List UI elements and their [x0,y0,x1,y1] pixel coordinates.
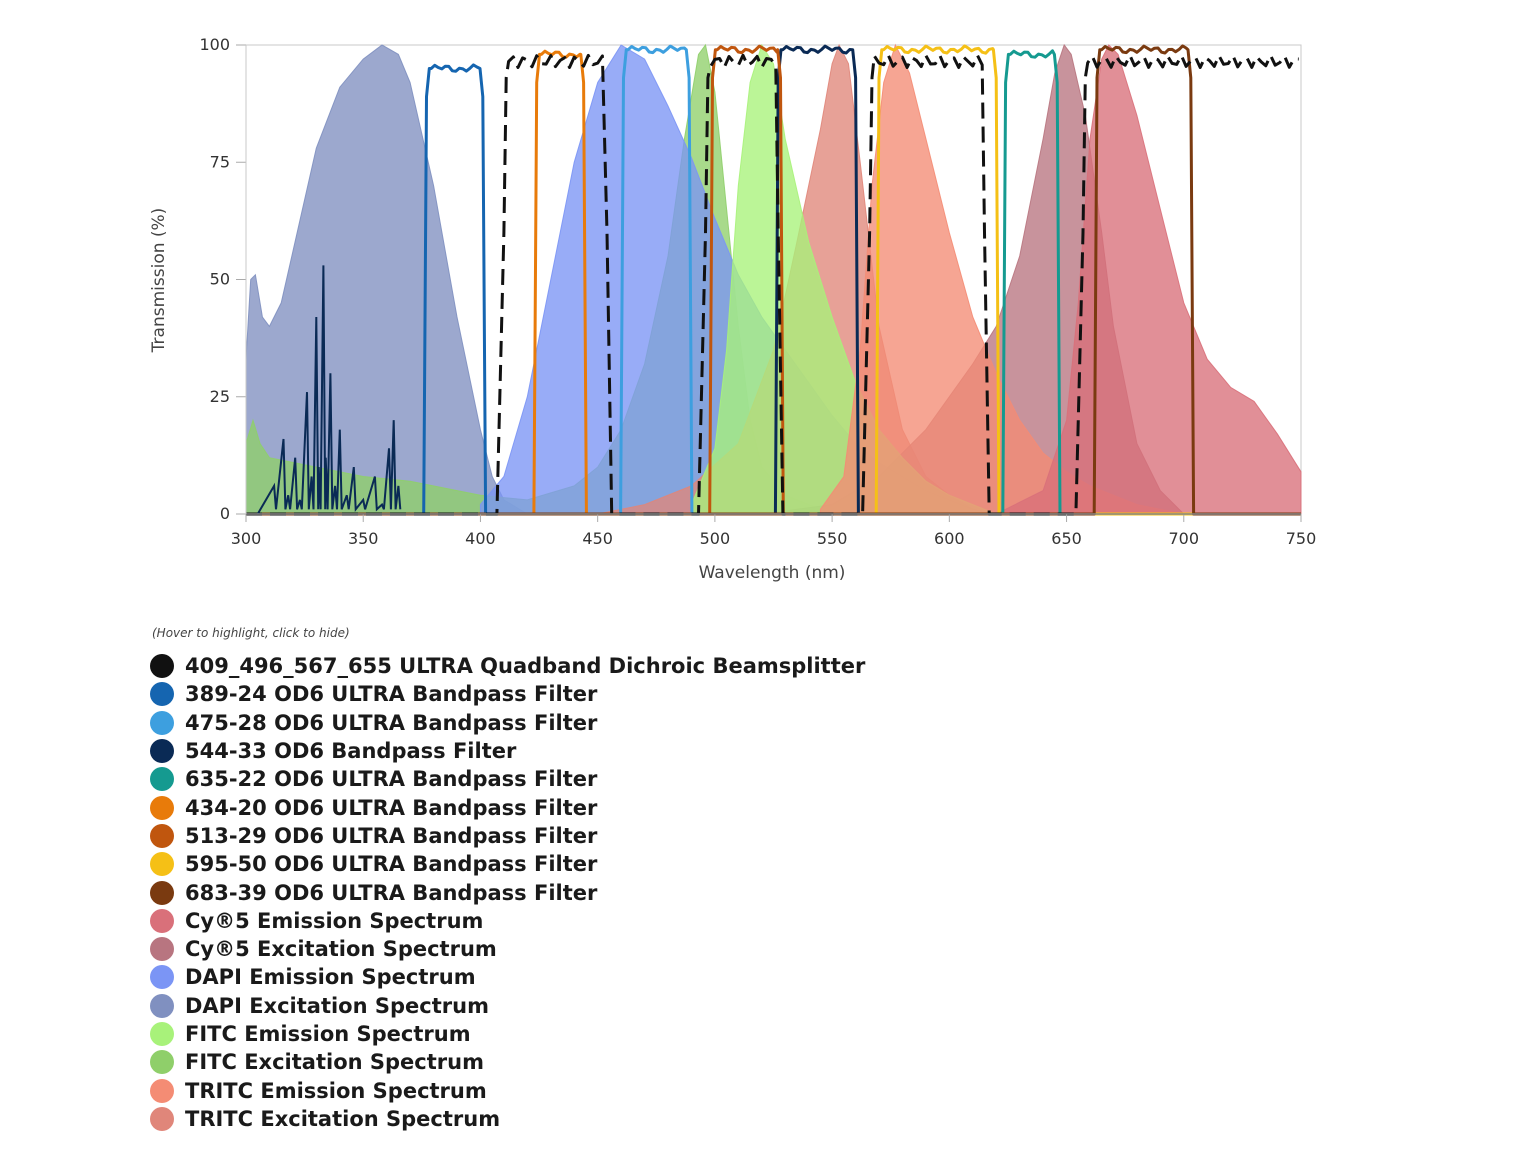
legend-item[interactable]: 409_496_567_655 ULTRA Quadband Dichroic … [150,652,865,680]
legend-swatch-icon [150,767,174,792]
filter-curve-683-39 [246,44,1301,516]
legend-label: TRITC Excitation Spectrum [185,1106,501,1131]
legend-swatch-icon [150,852,174,877]
x-tick-label: 750 [1286,529,1317,548]
legend-item[interactable]: 635-22 OD6 ULTRA Bandpass Filter [150,765,865,793]
filter-curve-475-28 [246,44,1301,516]
y-tick-label: 100 [199,35,230,54]
legend-item[interactable]: 595-50 OD6 ULTRA Bandpass Filter [150,850,865,878]
x-tick-label: 300 [231,529,262,548]
legend-swatch-icon [150,739,174,764]
legend-item[interactable]: Cy®5 Excitation Spectrum [150,935,865,963]
legend-swatch-icon [150,795,174,820]
filter-curve-434-20 [246,49,1301,516]
x-tick-label: 550 [817,529,848,548]
x-tick-label: 350 [348,529,379,548]
x-tick-label: 600 [934,529,965,548]
legend-swatch-icon [150,1022,174,1046]
axes: 0 25 50 75 100 300 350 400 450 500 550 600 650 700 750 [199,35,1316,548]
legend-swatch-icon [150,908,174,933]
legend-item[interactable]: DAPI Emission Spectrum [150,963,865,991]
legend-swatch-icon [150,823,174,848]
legend-swatch-icon [150,654,174,679]
legend-item[interactable]: TRITC Excitation Spectrum [150,1105,865,1133]
x-tick-label: 650 [1051,529,1082,548]
legend-swatch-icon [150,1050,174,1075]
legend-label: 513-29 OD6 ULTRA Bandpass Filter [185,823,598,848]
legend-item[interactable]: 544-33 OD6 Bandpass Filter [150,737,865,765]
legend-label: DAPI Emission Spectrum [185,965,476,990]
legend-item[interactable]: 475-28 OD6 ULTRA Bandpass Filter [150,709,865,737]
legend-label: 475-28 OD6 ULTRA Bandpass Filter [185,710,598,735]
legend-item[interactable]: TRITC Emission Spectrum [150,1076,865,1104]
legend-hint: (Hover to highlight, click to hide) [152,626,350,640]
legend-label: TRITC Emission Spectrum [185,1078,487,1103]
legend-item[interactable]: Cy®5 Emission Spectrum [150,907,865,935]
filter-curve-635-22 [246,49,1301,516]
legend-label: FITC Excitation Spectrum [185,1050,484,1075]
legend-swatch-icon [150,993,174,1018]
x-tick-label: 700 [1169,529,1200,548]
legend-item[interactable]: 513-29 OD6 ULTRA Bandpass Filter [150,822,865,850]
filter-curve-513-29 [246,44,1301,516]
legend-swatch-icon [150,1078,174,1103]
legend-swatch-icon [150,965,174,990]
legend-label: 635-22 OD6 ULTRA Bandpass Filter [185,767,598,792]
legend: (Hover to highlight, click to hide) 409_… [150,626,865,1133]
filter-curves [246,44,1301,516]
filter-curve-544-33 [246,44,1301,516]
y-tick-label: 25 [210,387,230,406]
legend-label: DAPI Excitation Spectrum [185,993,489,1018]
legend-swatch-icon [150,880,174,905]
legend-label: 409_496_567_655 ULTRA Quadband Dichroic … [185,654,866,679]
legend-swatch-icon [150,937,174,962]
x-tick-label: 500 [700,529,731,548]
legend-label: Cy®5 Emission Spectrum [185,908,484,933]
legend-label: 389-24 OD6 ULTRA Bandpass Filter [185,682,598,707]
filter-curve-595-50 [246,44,1301,516]
area-cy5-emission-spectrum [995,44,1302,515]
legend-items: 409_496_567_655 ULTRA Quadband Dichroic … [150,652,865,1133]
y-axis-title: Transmission (%) [149,208,169,354]
y-tick-label: 0 [220,504,230,523]
legend-label: 434-20 OD6 ULTRA Bandpass Filter [185,795,598,820]
legend-swatch-icon [150,710,174,735]
legend-item[interactable]: 683-39 OD6 ULTRA Bandpass Filter [150,878,865,906]
x-tick-label: 450 [582,529,613,548]
spectra-chart: 0 25 50 75 100 300 350 400 450 500 550 600 650 700 750… [149,35,1316,583]
legend-item[interactable]: DAPI Excitation Spectrum [150,992,865,1020]
legend-label: FITC Emission Spectrum [185,1022,471,1046]
y-tick-label: 50 [210,270,230,289]
legend-swatch-icon [150,1106,174,1131]
spectra-areas [245,43,1302,515]
filter-blocking-noise [256,265,402,515]
legend-item[interactable]: FITC Emission Spectrum [150,1020,865,1048]
dichroic-curve [246,53,1299,516]
x-axis-title: Wavelength (nm) [699,563,846,583]
legend-label: Cy®5 Excitation Spectrum [185,937,497,962]
filter-curve-389-24 [246,63,1301,516]
y-tick-label: 75 [210,152,230,171]
legend-label: 544-33 OD6 Bandpass Filter [185,739,517,764]
legend-item[interactable]: 434-20 OD6 ULTRA Bandpass Filter [150,793,865,821]
legend-item[interactable]: 389-24 OD6 ULTRA Bandpass Filter [150,680,865,708]
legend-label: 595-50 OD6 ULTRA Bandpass Filter [185,852,598,877]
legend-item[interactable]: FITC Excitation Spectrum [150,1048,865,1076]
legend-swatch-icon [150,682,174,707]
legend-label: 683-39 OD6 ULTRA Bandpass Filter [185,880,598,905]
x-tick-label: 400 [465,529,496,548]
